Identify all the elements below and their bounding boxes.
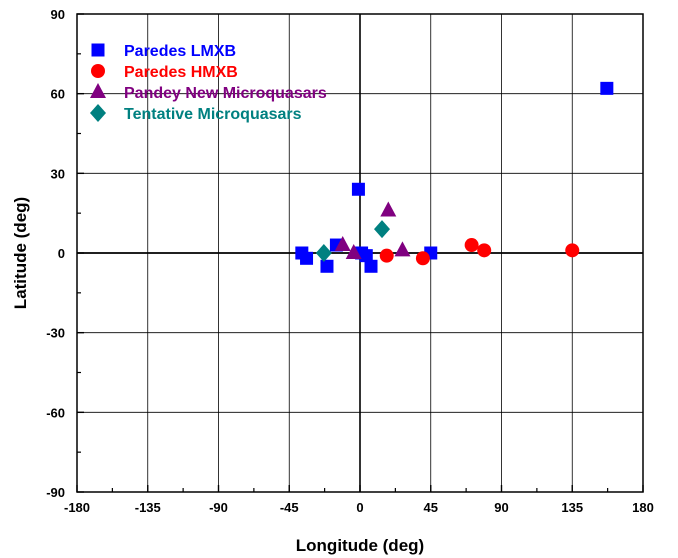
data-point-circle <box>415 251 430 266</box>
x-tick-labels: -180 -135 -90 -45 0 45 90 135 180 <box>64 500 654 515</box>
x-tick-label: -180 <box>64 500 90 515</box>
legend-marker-circle <box>91 64 105 78</box>
y-tick-label: 30 <box>51 166 65 181</box>
data-point-triangle <box>394 241 411 257</box>
y-tick-labels: -90 -60 -30 0 30 60 90 <box>46 7 65 500</box>
data-markers <box>295 81 614 273</box>
data-point-circle <box>379 248 394 263</box>
data-point-circle <box>477 243 492 258</box>
x-tick-label: 90 <box>494 500 508 515</box>
x-tick-label: -45 <box>280 500 299 515</box>
y-tick-label: -30 <box>46 326 65 341</box>
data-point-square <box>351 182 365 196</box>
x-axis-title: Longitude (deg) <box>296 536 424 555</box>
data-point-triangle <box>334 236 351 252</box>
data-point-triangle <box>380 201 397 217</box>
data-point-square <box>600 81 614 95</box>
y-axis-title: Latitude (deg) <box>11 197 30 309</box>
data-point-square <box>300 251 314 265</box>
y-tick-label: 0 <box>58 246 65 261</box>
x-tick-label: 45 <box>424 500 438 515</box>
legend-marker-square <box>91 43 105 57</box>
data-point-square <box>359 249 373 263</box>
data-point-square <box>364 259 378 273</box>
axis-ticks <box>76 13 644 493</box>
y-tick-label: 90 <box>51 7 65 22</box>
legend-label: Paredes LMXB <box>124 43 236 60</box>
data-point-square <box>320 259 334 273</box>
y-tick-label: -60 <box>46 405 65 420</box>
y-tick-label: -90 <box>46 485 65 500</box>
data-point-circle <box>464 238 479 253</box>
x-tick-label: -90 <box>209 500 228 515</box>
data-point-circle <box>565 243 580 258</box>
data-point-triangle <box>345 244 362 259</box>
legend-marker-triangle <box>90 83 106 98</box>
y-tick-label: 60 <box>51 87 65 102</box>
legend-label: Paredes HMXB <box>124 64 238 81</box>
legend: Paredes LMXB Paredes HMXB Pandey New Micro… <box>90 43 327 123</box>
x-tick-label: 180 <box>632 500 654 515</box>
x-tick-label: 0 <box>356 500 363 515</box>
x-tick-label: 135 <box>561 500 583 515</box>
legend-label: Pandey New Microquasars <box>124 85 327 102</box>
data-point-diamond <box>315 244 332 262</box>
legend-label: Tentative Microquasars <box>124 106 302 123</box>
data-point-diamond <box>374 220 391 239</box>
legend-marker-diamond <box>90 104 106 122</box>
x-tick-label: -135 <box>135 500 161 515</box>
